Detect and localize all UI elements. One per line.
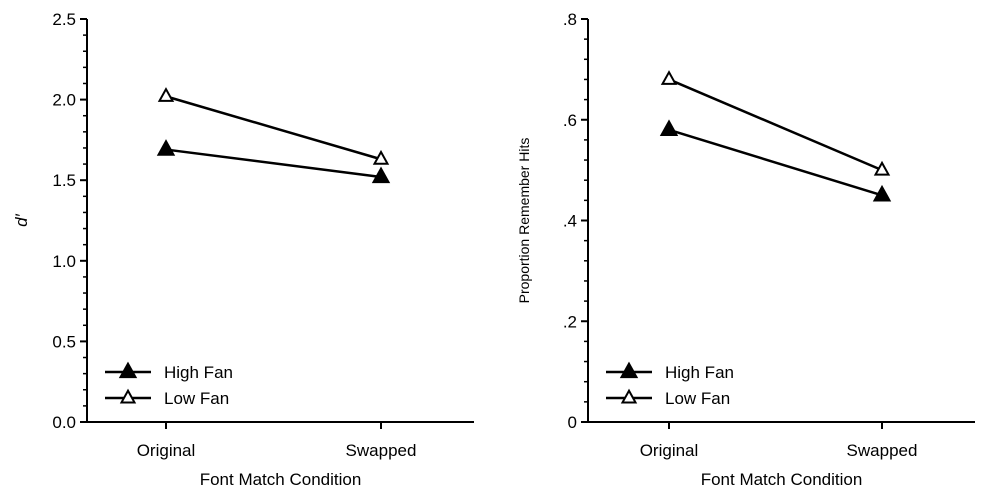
y-tick-label: .6	[563, 111, 577, 130]
y-tick-label: .2	[563, 312, 577, 331]
series-line-low-fan	[165, 95, 382, 161]
x-tick-label: Original	[137, 441, 196, 460]
legend-label: Low Fan	[665, 389, 730, 408]
series-line-high-fan	[668, 128, 883, 197]
y-tick-label: 2.0	[52, 91, 76, 110]
x-tick-label: Original	[640, 441, 699, 460]
chart-panel-remember-hits: 0 .2 .4 .6 .8 Original Swapped Font Match Condi…	[516, 10, 975, 489]
y-axis-title: d′	[12, 213, 31, 226]
legend-label: High Fan	[164, 363, 233, 382]
legend-marker	[119, 388, 137, 404]
data-point-low-fan	[157, 87, 175, 102]
chart-panel-d-prime: 0.0 0.5 1.0 1.5 2.0 2.5 Original Swapped Font Ma…	[12, 10, 474, 489]
legend-marker	[118, 361, 138, 379]
data-point-low-fan	[873, 160, 891, 176]
y-tick-label: .4	[563, 212, 577, 231]
data-point-low-fan	[660, 70, 678, 85]
series-line-low-fan	[668, 78, 883, 172]
data-point-high-fan	[156, 139, 176, 156]
legend-marker	[619, 361, 639, 379]
y-tick-label: 1.5	[52, 171, 76, 190]
x-axis-title: Font Match Condition	[200, 470, 362, 489]
y-axis-title: Proportion Remember Hits	[516, 138, 532, 304]
x-tick-label: Swapped	[847, 441, 918, 460]
data-point-low-fan	[372, 149, 390, 165]
y-tick-label: 0.5	[52, 332, 76, 351]
y-tick-label: 1.0	[52, 252, 76, 271]
x-axis-title: Font Match Condition	[701, 470, 863, 489]
data-point-high-fan	[371, 166, 391, 184]
legend-marker	[620, 388, 638, 404]
legend-label: High Fan	[665, 363, 734, 382]
x-tick-label: Swapped	[346, 441, 417, 460]
data-point-high-fan	[659, 119, 679, 136]
data-point-high-fan	[872, 184, 892, 202]
legend-label: Low Fan	[164, 389, 229, 408]
series-line-high-fan	[165, 148, 382, 179]
y-tick-label: 0	[568, 413, 577, 432]
y-tick-label: .8	[563, 10, 577, 29]
y-tick-label: 2.5	[52, 10, 76, 29]
y-tick-label: 0.0	[52, 413, 76, 432]
